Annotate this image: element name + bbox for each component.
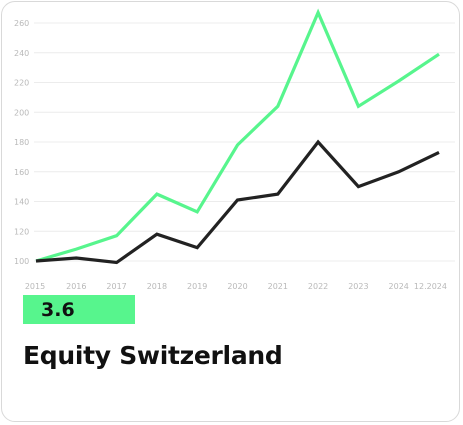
performance-badge: 3.6 bbox=[23, 295, 135, 324]
card-title: Equity Switzerland bbox=[23, 341, 283, 370]
y-tick-label-100: 100 bbox=[14, 257, 29, 266]
y-tick-label-200: 200 bbox=[14, 108, 29, 117]
y-tick-label-180: 180 bbox=[14, 138, 29, 147]
y-tick-label-260: 260 bbox=[14, 19, 29, 28]
performance-chart: 100 120 140 160 180 200 220 240 260 2015 2016 2017… bbox=[14, 8, 455, 291]
x-tick-label-12.2024: 12.2024 bbox=[414, 282, 447, 291]
series-line-1 bbox=[35, 8, 440, 263]
x-tick-label-2015: 2015 bbox=[25, 282, 45, 291]
x-tick-label-2024: 2024 bbox=[389, 282, 409, 291]
performance-value: 3.6 bbox=[41, 298, 75, 321]
x-tick-label-2023: 2023 bbox=[348, 282, 368, 291]
x-tick-label-2016: 2016 bbox=[66, 282, 86, 291]
y-tick-label-240: 240 bbox=[14, 49, 29, 58]
y-tick-label-220: 220 bbox=[14, 79, 29, 88]
y-tick-label-140: 140 bbox=[14, 198, 29, 207]
y-tick-label-120: 120 bbox=[14, 227, 29, 236]
x-tick-label-2018: 2018 bbox=[147, 282, 167, 291]
x-tick-label-2020: 2020 bbox=[227, 282, 247, 291]
x-tick-label-2022: 2022 bbox=[308, 282, 328, 291]
y-tick-label-160: 160 bbox=[14, 168, 29, 177]
series-line-2 bbox=[35, 139, 440, 265]
x-tick-label-2017: 2017 bbox=[106, 282, 126, 291]
x-tick-label-2019: 2019 bbox=[187, 282, 207, 291]
x-tick-label-2021: 2021 bbox=[268, 282, 288, 291]
